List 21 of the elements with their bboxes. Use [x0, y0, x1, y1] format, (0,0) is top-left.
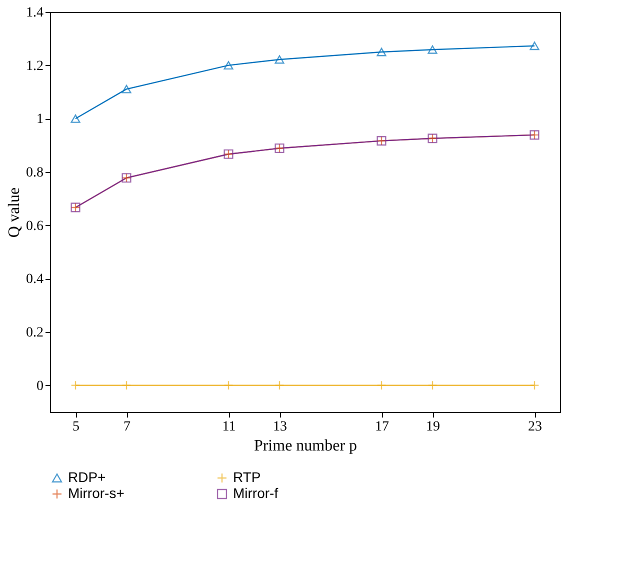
- x-tick-label: 23: [528, 420, 542, 434]
- legend-label: Mirror-s+: [68, 485, 124, 501]
- x-axis-title: Prime number p: [254, 438, 358, 454]
- x-tick-label: 19: [426, 420, 440, 434]
- y-tick-label: 1: [36, 112, 44, 128]
- y-tick-label: 0: [36, 378, 44, 394]
- y-tick-label: 0.6: [26, 218, 44, 234]
- x-tick-label: 5: [72, 420, 80, 434]
- y-tick-label: 1.2: [26, 58, 44, 74]
- y-tick-label: 0.2: [26, 326, 44, 340]
- legend-label: RTP: [233, 469, 261, 485]
- y-tick-label: 0.8: [26, 166, 44, 180]
- y-tick-label: 0.4: [26, 272, 44, 288]
- x-tick-label: 11: [222, 420, 236, 434]
- legend-label: RDP+: [68, 469, 106, 485]
- x-tick-label: 13: [273, 420, 287, 434]
- x-tick-label: 7: [124, 420, 130, 434]
- y-tick-label: 1.4: [26, 6, 44, 20]
- x-tick-label: 17: [375, 420, 389, 434]
- legend-label: Mirror-f: [233, 485, 278, 501]
- y-axis-title: Q value: [6, 187, 23, 238]
